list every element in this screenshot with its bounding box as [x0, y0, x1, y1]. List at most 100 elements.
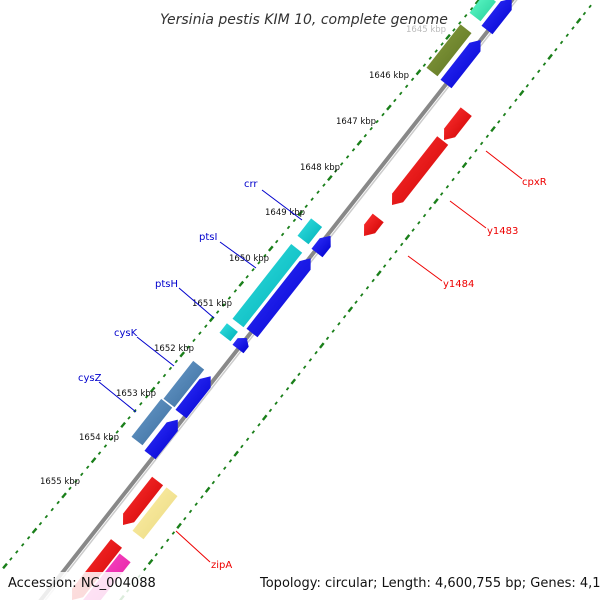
inner-tick: [365, 285, 370, 290]
kbp-label-1652: 1652 kbp: [154, 344, 194, 354]
outer-tick: [386, 104, 392, 111]
inner-tick: [376, 270, 382, 277]
outer-tick: [316, 190, 320, 194]
kbp-label-1653: 1653 kbp: [116, 389, 156, 399]
outer-tick: [245, 275, 249, 279]
outer-tick: [31, 527, 38, 534]
outer-tick: [381, 112, 385, 117]
outer-tick: [115, 430, 119, 434]
kbp-label-1648: 1648 kbp: [300, 163, 340, 173]
inner-tick: [474, 148, 478, 153]
gene-bar-ptsH: [219, 323, 238, 342]
outer-tick: [139, 401, 143, 406]
inner-tick: [154, 552, 158, 557]
inner-tick: [518, 89, 525, 97]
inner-tick: [318, 342, 325, 349]
outer-tick: [174, 359, 179, 364]
outer-tick: [345, 155, 350, 159]
inner-tick: [547, 53, 553, 60]
topology-summary-text: Topology: circular; Length: 4,600,755 bp…: [259, 576, 600, 591]
outer-tick: [145, 394, 149, 399]
outer-tick: [434, 49, 438, 53]
inner-tick: [371, 278, 375, 283]
inner-tick: [400, 242, 404, 247]
outer-tick: [179, 351, 186, 358]
inner-tick: [204, 486, 211, 493]
inner-tick: [404, 234, 411, 241]
gene-label-ptsI: ptsI: [199, 232, 217, 243]
inner-tick: [290, 378, 297, 385]
inner-tick: [342, 314, 347, 319]
outer-tick: [257, 260, 261, 265]
outer-tick: [410, 77, 415, 82]
gene-arrow-red-lower-a: [123, 476, 164, 525]
outer-tick: [251, 267, 255, 272]
kbp-label-1655: 1655 kbp: [40, 477, 80, 487]
inner-tick: [171, 531, 176, 535]
inner-tick: [176, 522, 182, 529]
outer-tick: [50, 507, 54, 512]
tick-track-inner: [119, 4, 592, 600]
cds-arrow-cysZ: [144, 419, 178, 460]
outer-tick: [292, 218, 297, 223]
outer-tick: [280, 232, 285, 237]
inner-tick: [582, 11, 587, 16]
inner-tick: [485, 134, 490, 139]
outer-tick: [464, 14, 468, 18]
outer-tick: [204, 324, 208, 328]
outer-tick: [26, 535, 31, 540]
leader-ptsI: [219, 241, 257, 269]
inner-tick: [588, 4, 592, 9]
gene-label-cpxR: cpxR: [522, 177, 547, 188]
inner-tick: [325, 336, 330, 341]
kbp-label-1647: 1647 kbp: [336, 117, 376, 127]
outer-tick: [186, 345, 190, 350]
inner-tick: [228, 459, 233, 463]
kbp-label-1645: 1645 kbp: [406, 25, 446, 35]
outer-tick: [327, 174, 333, 182]
inner-tick: [428, 206, 432, 211]
outer-tick: [2, 562, 8, 570]
outer-tick: [198, 331, 202, 336]
gene-bar-ptsI: [232, 244, 303, 328]
gene-arrow-y1484: [364, 213, 384, 236]
outer-tick: [445, 33, 451, 41]
outer-tick: [310, 197, 314, 202]
gene-bar-cysK: [163, 360, 205, 408]
outer-tick: [363, 133, 368, 138]
leader-zipA: [175, 530, 211, 563]
inner-tick: [554, 47, 558, 52]
inner-tick: [331, 329, 335, 333]
inner-tick: [308, 358, 313, 362]
inner-tick: [211, 480, 216, 485]
outer-tick: [80, 472, 84, 477]
inner-tick: [502, 112, 507, 117]
inner-tick: [514, 98, 518, 102]
gene-label-y1484: y1484: [443, 279, 474, 290]
inner-tick: [497, 120, 501, 124]
inner-tick: [302, 365, 307, 369]
outer-tick: [422, 63, 427, 68]
inner-tick: [354, 300, 358, 305]
leader-cysK: [136, 336, 175, 367]
outer-tick: [120, 421, 126, 429]
outer-tick: [334, 169, 338, 173]
inner-tick: [468, 156, 472, 160]
outer-tick: [399, 91, 403, 96]
leader-y1483: [449, 200, 487, 229]
inner-tick: [223, 466, 227, 470]
gene-leaders: [98, 150, 523, 563]
inner-tick: [565, 33, 569, 38]
outer-tick: [375, 119, 379, 124]
inner-tick: [347, 306, 354, 313]
leader-crr: [261, 189, 303, 221]
inner-tick: [297, 372, 301, 377]
outer-tick: [227, 296, 232, 300]
cds-arrow-ptsH: [232, 338, 249, 354]
outer-tick: [192, 338, 196, 343]
gene-bar-crr: [297, 218, 323, 245]
outer-tick: [297, 210, 304, 217]
inner-tick: [261, 414, 268, 421]
gene-bar-zipA: [132, 487, 178, 540]
kbp-label-1654: 1654 kbp: [79, 433, 119, 443]
